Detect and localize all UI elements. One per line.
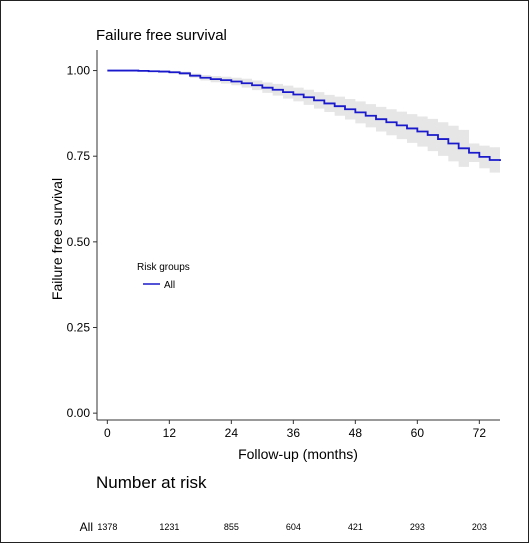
confidence-band-all <box>107 70 500 176</box>
legend: Risk groups All <box>137 262 190 291</box>
y-ticks: 0.00 0.25 0.50 0.75 1.00 <box>67 64 97 420</box>
y-tick-label: 0.75 <box>67 149 91 163</box>
legend-title: Risk groups <box>137 262 190 273</box>
y-axis-label: Failure free survival <box>49 178 65 300</box>
risk-row-label: All <box>80 520 93 534</box>
risk-count: 1231 <box>159 522 179 532</box>
risk-table-title: Number at risk <box>96 473 207 492</box>
risk-count: 421 <box>348 522 363 532</box>
legend-label-all: All <box>164 280 175 291</box>
x-tick-label: 48 <box>349 426 363 440</box>
x-tick-label: 60 <box>411 426 425 440</box>
x-tick-label: 12 <box>163 426 177 440</box>
confidence-band-layer <box>107 70 500 176</box>
x-tick-label: 24 <box>225 426 239 440</box>
risk-count: 1378 <box>97 522 117 532</box>
risk-table-row-all: All 1378 1231 855 604 421 293 203 <box>80 520 487 534</box>
risk-count: 604 <box>286 522 301 532</box>
y-tick-label: 0.00 <box>67 406 91 420</box>
y-tick-label: 0.50 <box>67 235 91 249</box>
x-tick-label: 72 <box>473 426 487 440</box>
risk-count: 855 <box>224 522 239 532</box>
survival-line-all <box>107 69 501 161</box>
x-tick-label: 0 <box>104 426 111 440</box>
x-axis-label: Follow-up (months) <box>238 446 358 462</box>
survival-curve-layer <box>107 69 501 161</box>
y-tick-label: 0.25 <box>67 321 91 335</box>
y-tick-label: 1.00 <box>67 64 91 78</box>
x-ticks: 0 12 24 36 48 60 72 <box>104 420 486 440</box>
x-tick-label: 36 <box>287 426 301 440</box>
risk-count: 203 <box>472 522 487 532</box>
chart-title: Failure free survival <box>96 27 227 44</box>
risk-count: 293 <box>410 522 425 532</box>
